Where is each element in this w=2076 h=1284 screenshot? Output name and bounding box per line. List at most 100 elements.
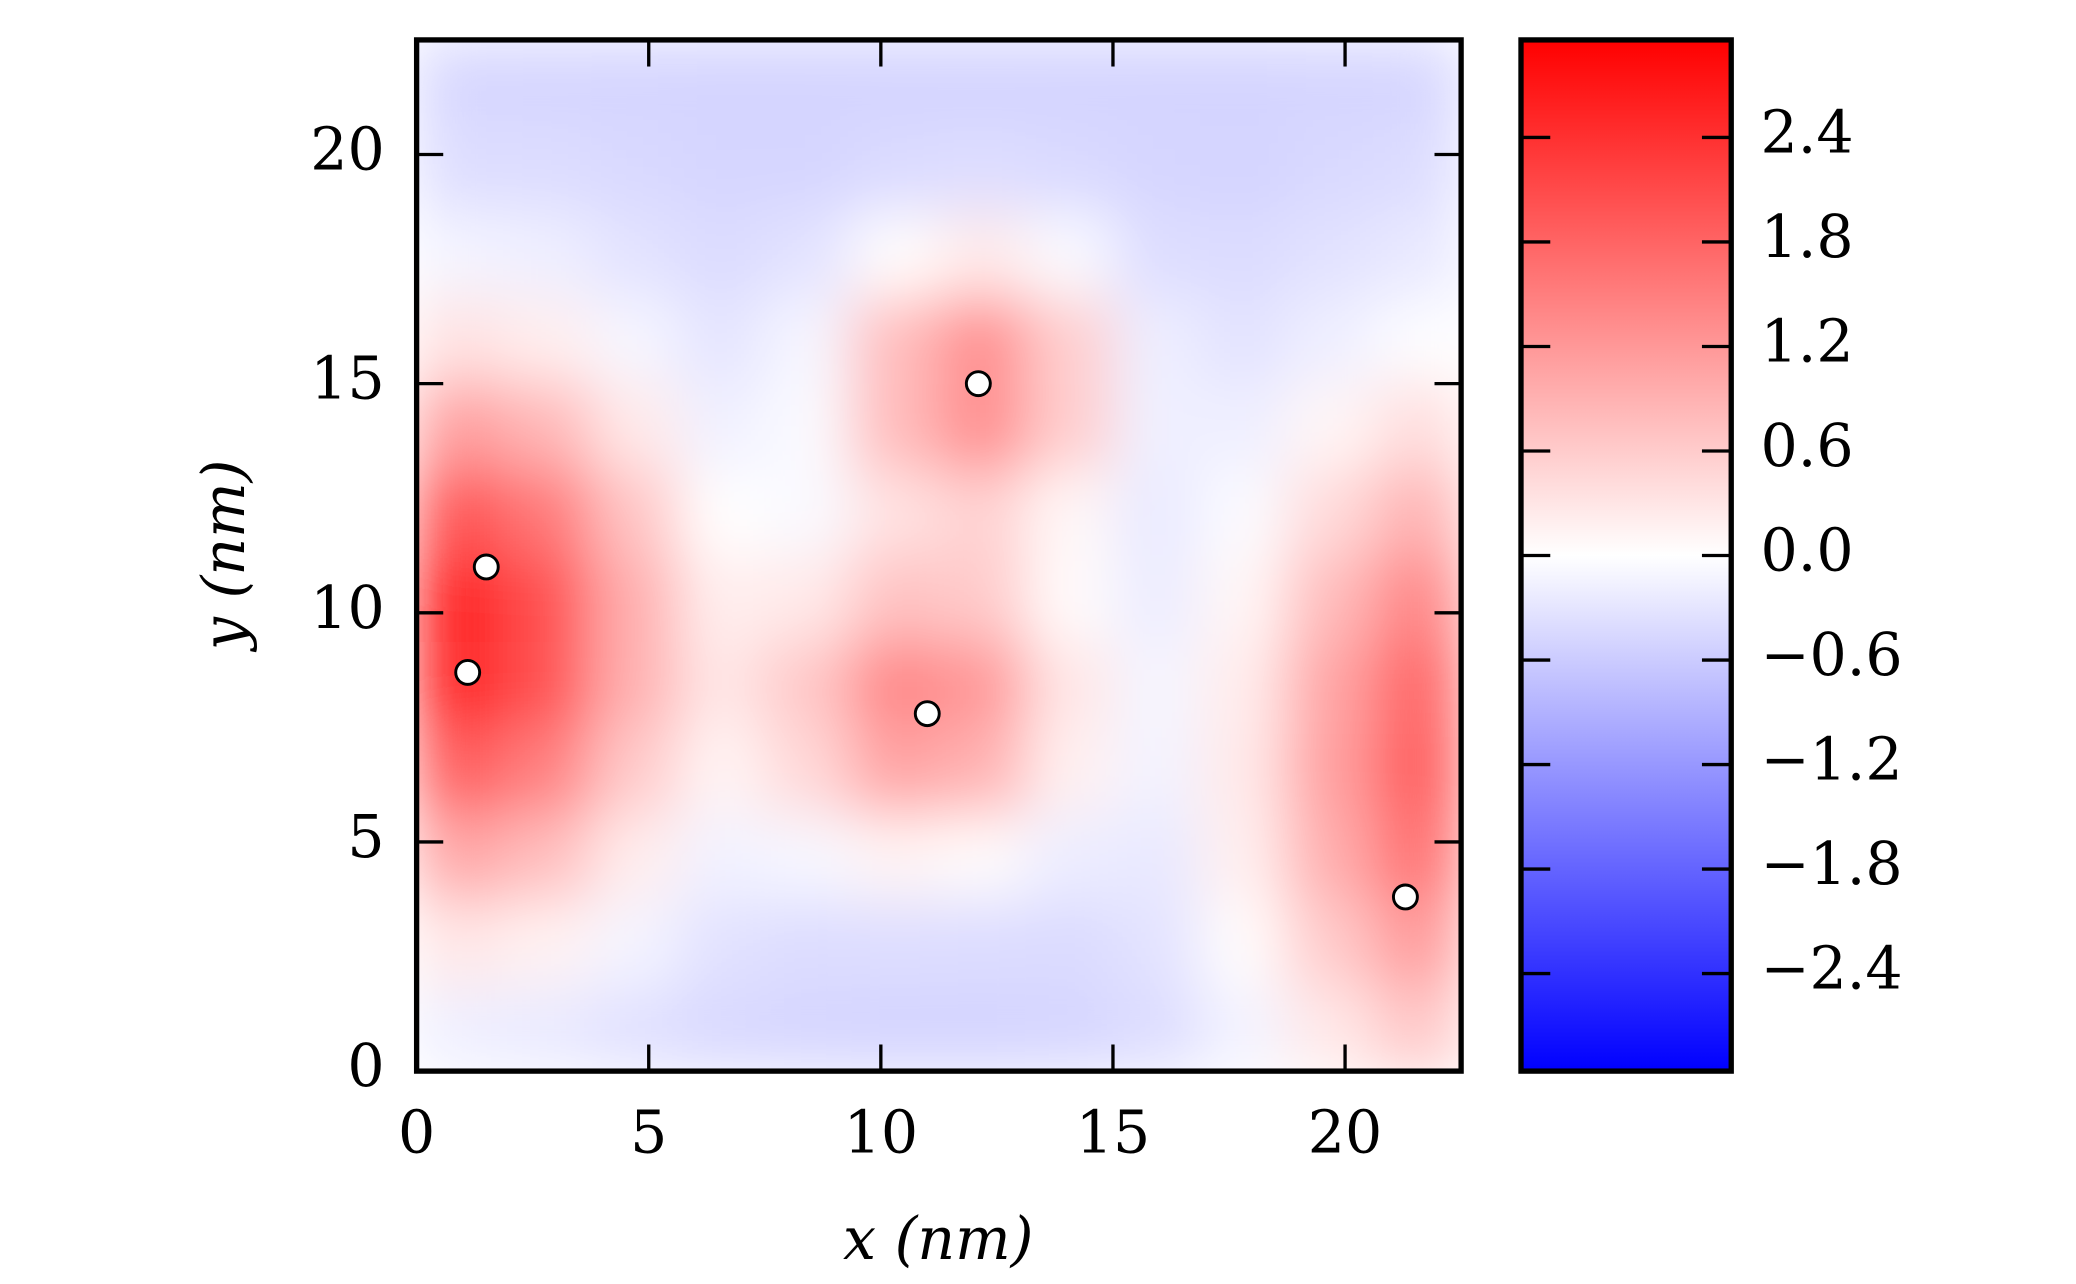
heatmap-cell: [677, 555, 766, 643]
heatmap-cell: [1025, 125, 1114, 213]
heatmap-cell: [1373, 383, 1462, 471]
heatmap-cell: [503, 812, 592, 900]
heatmap-cell: [938, 726, 1027, 814]
heatmap-cell: [1199, 726, 1288, 814]
heatmap-cell: [764, 726, 853, 814]
heatmap-cell: [764, 812, 853, 900]
heatmap-cell: [851, 468, 940, 556]
heatmap-cell: [764, 211, 853, 299]
heatmap-cell: [764, 898, 853, 986]
heatmap-cell: [1199, 125, 1288, 213]
heatmap-cell: [1025, 297, 1114, 385]
heatmap-cell: [938, 211, 1027, 299]
heatmap-cell: [764, 555, 853, 643]
y-tick-label: 0: [347, 1032, 384, 1100]
heatmap-cell: [416, 898, 505, 986]
heatmap-cell: [416, 297, 505, 385]
heatmap-cell: [503, 125, 592, 213]
point: [472, 553, 500, 581]
heatmap-cell: [851, 984, 940, 1072]
heatmap-cell: [1286, 555, 1375, 643]
heatmap-cell: [416, 39, 505, 127]
heatmap-cell: [416, 383, 505, 471]
heatmap-cell: [1025, 39, 1114, 127]
plot-frame: [413, 37, 1464, 1074]
heatmap-cell: [590, 383, 679, 471]
heatmap-cell: [764, 468, 853, 556]
heatmap-cell: [590, 555, 679, 643]
colorbar-tick-label: −2.4: [1760, 935, 1902, 1003]
heatmap-cell: [938, 812, 1027, 900]
heatmap-cell: [851, 898, 940, 986]
heatmap-cell: [1025, 640, 1114, 728]
heatmap-cell: [1025, 211, 1114, 299]
heatmap-cell: [677, 984, 766, 1072]
heatmap-cell: [851, 555, 940, 643]
heatmap-cells: [416, 39, 1462, 1072]
colorbar-tick-label: −1.8: [1760, 830, 1902, 898]
heatmap-cell: [1286, 640, 1375, 728]
heatmap-cell: [503, 297, 592, 385]
heatmap-cell: [1199, 555, 1288, 643]
heatmap-cell: [1112, 640, 1201, 728]
heatmap-cell: [416, 125, 505, 213]
heatmap-cell: [1112, 898, 1201, 986]
heatmap-cell: [590, 125, 679, 213]
heatmap-cell: [1286, 383, 1375, 471]
heatmap-cell: [1112, 211, 1201, 299]
heatmap-cell: [1199, 383, 1288, 471]
heatmap-cell: [1286, 125, 1375, 213]
heatmap-cell: [590, 898, 679, 986]
heatmap-cell: [1286, 468, 1375, 556]
heatmap-cell: [503, 468, 592, 556]
heatmap-cell: [938, 640, 1027, 728]
heatmap-cell: [1112, 383, 1201, 471]
heatmap-cell: [677, 297, 766, 385]
colorbar-tick-label: 1.8: [1760, 203, 1853, 271]
heatmap-cell: [764, 640, 853, 728]
heatmap-cell: [416, 468, 505, 556]
heatmap-cell: [503, 984, 592, 1072]
point: [913, 700, 941, 728]
heatmap-cell: [1373, 125, 1462, 213]
heatmap-cell: [677, 812, 766, 900]
heatmap-cell: [503, 726, 592, 814]
heatmap-layer: [416, 39, 1462, 1072]
heatmap-cell: [503, 211, 592, 299]
heatmap-cell: [1373, 211, 1462, 299]
heatmap-cell: [1025, 468, 1114, 556]
heatmap-cell: [1199, 984, 1288, 1072]
heatmap-cell: [1286, 726, 1375, 814]
heatmap-cell: [1373, 468, 1462, 556]
heatmap-cell: [677, 640, 766, 728]
heatmap-cell: [764, 125, 853, 213]
heatmap-cell: [851, 383, 940, 471]
heatmap-cell: [1373, 984, 1462, 1072]
heatmap-cell: [590, 297, 679, 385]
heatmap-cell: [938, 555, 1027, 643]
heatmap-cell: [1373, 726, 1462, 814]
heatmap-cell: [1199, 898, 1288, 986]
x-tick-label: 15: [1076, 1099, 1150, 1167]
heatmap-cell: [851, 39, 940, 127]
heatmap-cell: [590, 984, 679, 1072]
colorbar: [1518, 37, 1734, 1074]
x-tick-label: 0: [398, 1099, 435, 1167]
heatmap-cell: [1025, 726, 1114, 814]
heatmap-cell: [416, 726, 505, 814]
heatmap-cell: [1373, 39, 1462, 127]
heatmap-cell: [1112, 984, 1201, 1072]
heatmap-cell: [851, 812, 940, 900]
heatmap-cell: [590, 39, 679, 127]
heatmap-cell: [677, 383, 766, 471]
colorbar-tick-label: −0.6: [1760, 621, 1902, 689]
heatmap-cell: [1286, 898, 1375, 986]
x-axis-label: x (nm): [843, 1205, 1033, 1273]
heatmap-cell: [677, 726, 766, 814]
heatmap-cell: [1373, 555, 1462, 643]
heatmap-cell: [1112, 555, 1201, 643]
heatmap-cell: [503, 640, 592, 728]
heatmap-cell: [938, 39, 1027, 127]
